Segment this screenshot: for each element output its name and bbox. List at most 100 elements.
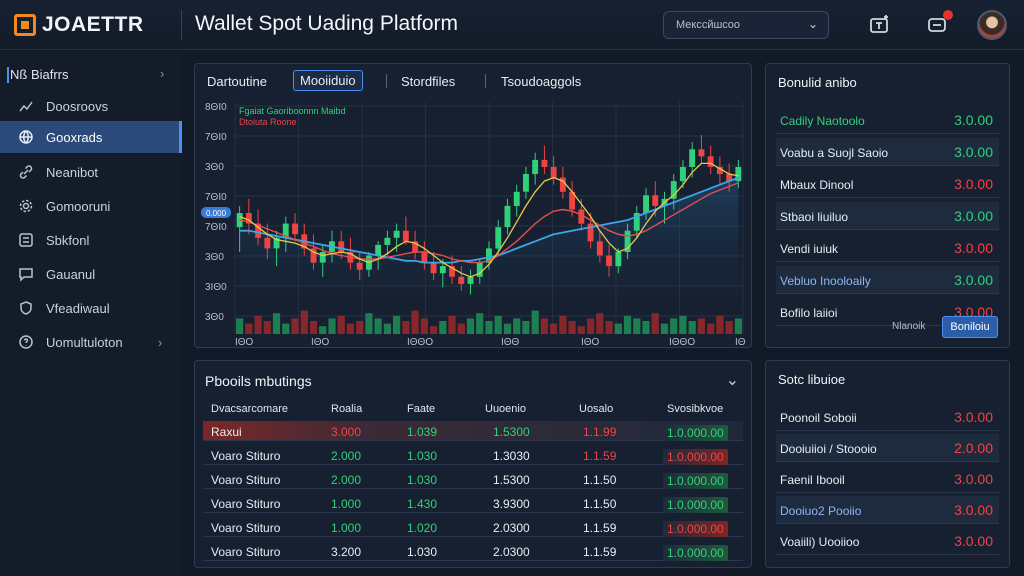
table-cell: 1.1.50 bbox=[583, 497, 617, 511]
table-cell: 1.030 bbox=[407, 473, 438, 487]
volume-bar bbox=[319, 326, 327, 334]
sidebar-heading[interactable]: Nß Biafrrs › bbox=[7, 66, 164, 83]
list-item[interactable]: Voabu a Suojl Saoio 3.0.00 bbox=[776, 138, 999, 166]
manage-button[interactable]: Boniloiu bbox=[942, 316, 998, 338]
sidebar-item-2[interactable]: Neanibot bbox=[0, 156, 182, 188]
area-fill bbox=[239, 177, 739, 298]
candle-body bbox=[596, 241, 603, 256]
candle-body bbox=[532, 159, 539, 175]
moving-average-yellow bbox=[239, 162, 739, 278]
candle-body bbox=[513, 191, 520, 206]
list-item[interactable]: Voaiili) Uooiioo 3.0.00 bbox=[776, 527, 999, 555]
avatar[interactable] bbox=[977, 10, 1007, 40]
tab-2[interactable]: Stordfiles bbox=[401, 74, 456, 89]
table-cell: 1.1.99 bbox=[583, 425, 617, 439]
tab-1[interactable]: Mooiiduio bbox=[293, 70, 363, 91]
volume-bar bbox=[494, 315, 502, 334]
logo[interactable]: JOAETTR bbox=[14, 13, 144, 37]
column-header[interactable]: Svosibkvoe bbox=[667, 403, 724, 415]
list-item-value: 3.0.00 bbox=[954, 112, 993, 128]
chart-panel: Dartoutine Mooiiduio Stordfiles Tsoudoag… bbox=[194, 63, 752, 348]
volume-bar bbox=[633, 318, 641, 334]
candle-body bbox=[292, 223, 298, 235]
table-cell: 1.020 bbox=[407, 521, 438, 535]
gear-icon bbox=[18, 198, 34, 214]
settings-box-icon bbox=[18, 232, 34, 248]
logo-text: JOAETTR bbox=[42, 13, 144, 36]
volume-bar bbox=[734, 318, 742, 334]
volume-bar bbox=[337, 315, 345, 334]
list-item-value: 3.0.00 bbox=[954, 533, 993, 549]
list-item[interactable]: Dooiuo2 Pooiio 3.0.00 bbox=[776, 496, 999, 524]
candle-body bbox=[615, 252, 622, 267]
notifications-icon[interactable] bbox=[926, 10, 953, 37]
y-tick-label: 3Θ0 bbox=[205, 162, 224, 173]
y-tick-label: 3Θ0 bbox=[205, 252, 224, 263]
sidebar-item-3[interactable]: Gomooruni bbox=[0, 190, 182, 222]
column-header[interactable]: Faate bbox=[407, 403, 436, 415]
deposit-icon[interactable] bbox=[868, 13, 892, 37]
sidebar-item-label: Gooxrads bbox=[46, 129, 103, 145]
table-row[interactable]: Voaro Stituro 2.000 1.030 1.3030 1.1.59 1.0.0… bbox=[203, 445, 743, 465]
table-cell: 1.039 bbox=[407, 425, 438, 439]
candle-body bbox=[495, 227, 502, 249]
sidebar-item-7[interactable]: Uomultuloton › bbox=[0, 326, 182, 358]
list-item[interactable]: Dooiuiioi / Stoooio 2.0.00 bbox=[776, 434, 999, 462]
volume-bar bbox=[254, 315, 262, 334]
list-item-value: 2.0.00 bbox=[954, 440, 993, 456]
candle-body bbox=[476, 262, 483, 277]
sidebar-item-4[interactable]: Sbkfonl bbox=[0, 224, 182, 256]
volume-bar bbox=[365, 313, 373, 334]
volume-bar bbox=[402, 321, 410, 334]
list-item-label: Faenil Ibooil bbox=[780, 473, 845, 487]
list-item[interactable]: Poonoil Soboii 3.0.00 bbox=[776, 403, 999, 431]
table-cell: Voaro Stituro bbox=[211, 449, 281, 463]
sidebar-item-label: Uomultuloton bbox=[46, 334, 123, 350]
candle-body bbox=[467, 276, 474, 284]
volume-bar bbox=[346, 323, 354, 334]
chevron-down-icon[interactable]: ⌄ bbox=[725, 372, 739, 389]
table-row[interactable]: Voaro Stituro 2.000 1.030 1.5300 1.1.50 1.0.0… bbox=[203, 469, 743, 489]
list-item-label: Stbaoi liuiluo bbox=[780, 210, 849, 224]
column-header[interactable]: Uosalo bbox=[579, 403, 614, 415]
candle-body bbox=[439, 266, 446, 274]
sidebar-item-6[interactable]: Vfeadiwaul bbox=[0, 292, 182, 324]
table-row[interactable]: Voaro Stituro 1.000 1.020 2.0300 1.1.59 1.0.0… bbox=[203, 517, 743, 537]
column-header[interactable]: Roalia bbox=[331, 403, 363, 415]
tab-0[interactable]: Dartoutine bbox=[207, 74, 267, 89]
volume-bar bbox=[540, 318, 548, 334]
table-row[interactable]: Voaro Stituro 3.200 1.030 2.0300 1.1.59 1.0.0… bbox=[203, 541, 743, 561]
tab-3[interactable]: Tsoudoaggols bbox=[501, 74, 582, 89]
list-item[interactable]: Mbaux Dinool 3.0.00 bbox=[776, 170, 999, 198]
column-header[interactable]: Uuoenio bbox=[485, 403, 526, 415]
help-icon bbox=[18, 334, 34, 350]
candle-body bbox=[310, 248, 317, 263]
list-item[interactable]: Cadily Naotoolo 3.0.00 bbox=[776, 106, 999, 134]
volume-bar bbox=[374, 318, 382, 334]
list-item[interactable]: Vebluo Inooloaily 3.0.00 bbox=[776, 266, 999, 294]
table-cell: 3.000 bbox=[331, 425, 362, 439]
column-header[interactable]: Dvacsarcomare bbox=[211, 403, 289, 415]
table-row[interactable]: Voaro Stituro 1.000 1.430 3.9300 1.1.50 1.0.0… bbox=[203, 493, 743, 513]
candle-body bbox=[486, 248, 492, 263]
sidebar-item-label: Gomooruni bbox=[46, 198, 111, 214]
network-select[interactable]: Мексcйшcоо ⌄ bbox=[663, 11, 829, 39]
table-row[interactable]: Raxui 3.000 1.039 1.5300 1.1.99 1.0.000.00 bbox=[203, 421, 743, 441]
sidebar-item-5[interactable]: Gauanul bbox=[0, 258, 182, 290]
y-tick-label: 7ΘΙ0 bbox=[205, 132, 227, 143]
list-item[interactable]: Vendi iuiuk 3.0.00 bbox=[776, 234, 999, 262]
sidebar-item-1[interactable]: Gooxrads bbox=[0, 121, 182, 153]
candlestick-chart[interactable]: 8ΘΙ0 7ΘΙ0 3Θ0 7ΘΙ0 7ΘΙ0 3Θ0 3ΙΘ0 3Θ0 IΘO IΘO IΘΘO I… bbox=[195, 98, 751, 348]
table-cell: Raxui bbox=[211, 425, 242, 439]
volume-bar bbox=[263, 321, 271, 334]
table-cell: 3.9300 bbox=[493, 497, 530, 511]
list-item-label: Vebluo Inooloaily bbox=[780, 274, 871, 288]
list-item[interactable]: Faenil Ibooil 3.0.00 bbox=[776, 465, 999, 493]
list-item[interactable]: Stbaoi liuiluo 3.0.00 bbox=[776, 202, 999, 230]
orders-panel: Sotc libuioe Poonoil Soboii 3.0.00 Dooiuii… bbox=[765, 360, 1010, 568]
candle-body bbox=[338, 241, 345, 252]
table-cell: 1.5300 bbox=[493, 473, 530, 487]
sidebar-item-0[interactable]: Doosroovs bbox=[0, 90, 182, 122]
candle-body bbox=[245, 213, 252, 224]
volume-bar bbox=[411, 310, 419, 334]
